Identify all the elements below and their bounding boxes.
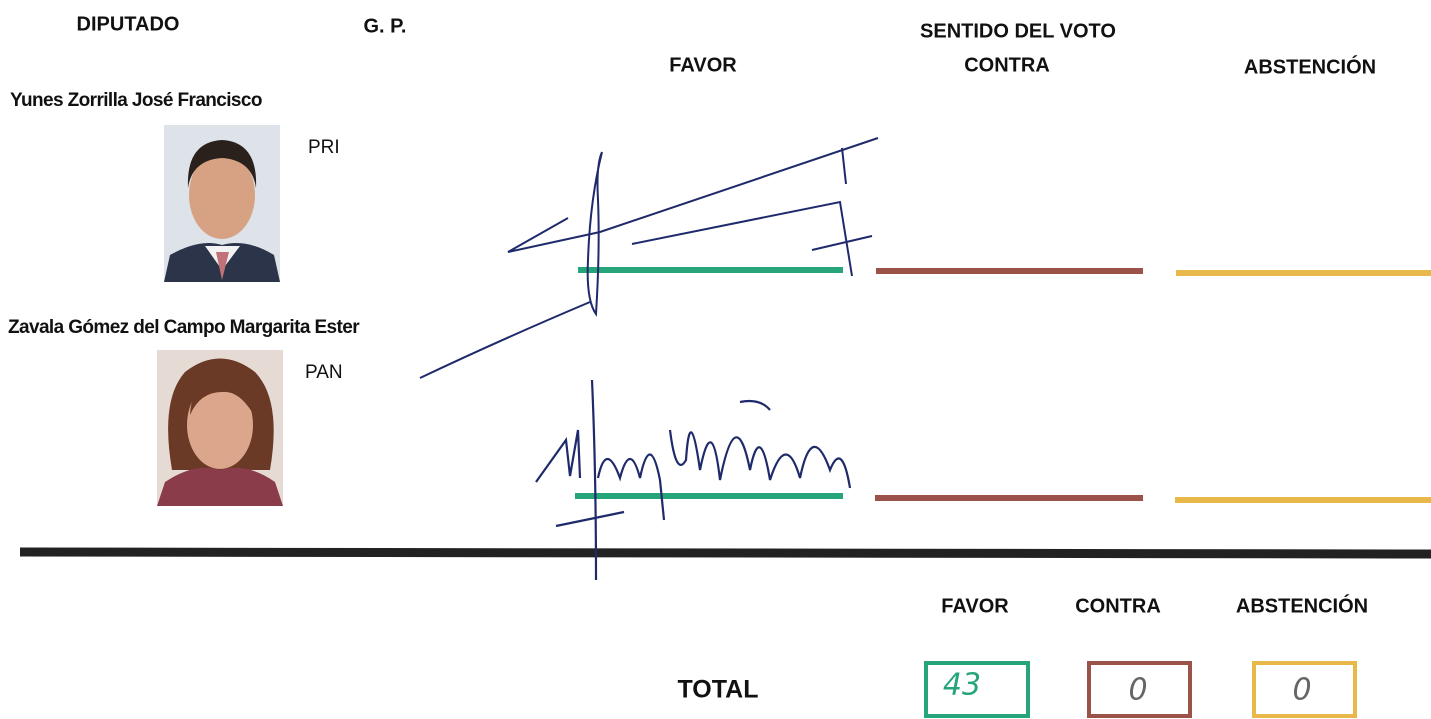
header-abstencion: ABSTENCIÓN (1243, 56, 1377, 79)
total-column-label: CONTRA (1075, 595, 1161, 618)
total-label: TOTAL (677, 675, 759, 704)
deputy-party: PAN (305, 362, 343, 383)
deputy-party: PRI (308, 137, 340, 158)
total-value: 0 (1128, 672, 1148, 708)
total-column-label: ABSTENCIÓN (1235, 595, 1369, 618)
photo-1 (164, 125, 280, 282)
deputy-name: Zavala Gómez del Campo Margarita Ester (8, 317, 360, 338)
total-value: 0 (1292, 672, 1312, 708)
header-favor: FAVOR (669, 54, 737, 77)
separator (19, 547, 1431, 559)
abstencion-box (1252, 661, 1357, 718)
deputy-name: Yunes Zorrilla José Francisco (10, 90, 262, 111)
total-value: 43 (942, 667, 982, 703)
header-contra: CONTRA (964, 54, 1050, 77)
header-diputado: DIPUTADO (76, 13, 180, 36)
signature-2 (535, 379, 852, 581)
favor-box (924, 661, 1030, 718)
total-column-label: FAVOR (941, 595, 1009, 618)
header-gp: G. P. (363, 15, 407, 38)
photo-2 (157, 350, 283, 506)
header-sentido: SENTIDO DEL VOTO (920, 20, 1116, 43)
contra-box (1087, 661, 1192, 718)
signature-1 (419, 137, 879, 379)
